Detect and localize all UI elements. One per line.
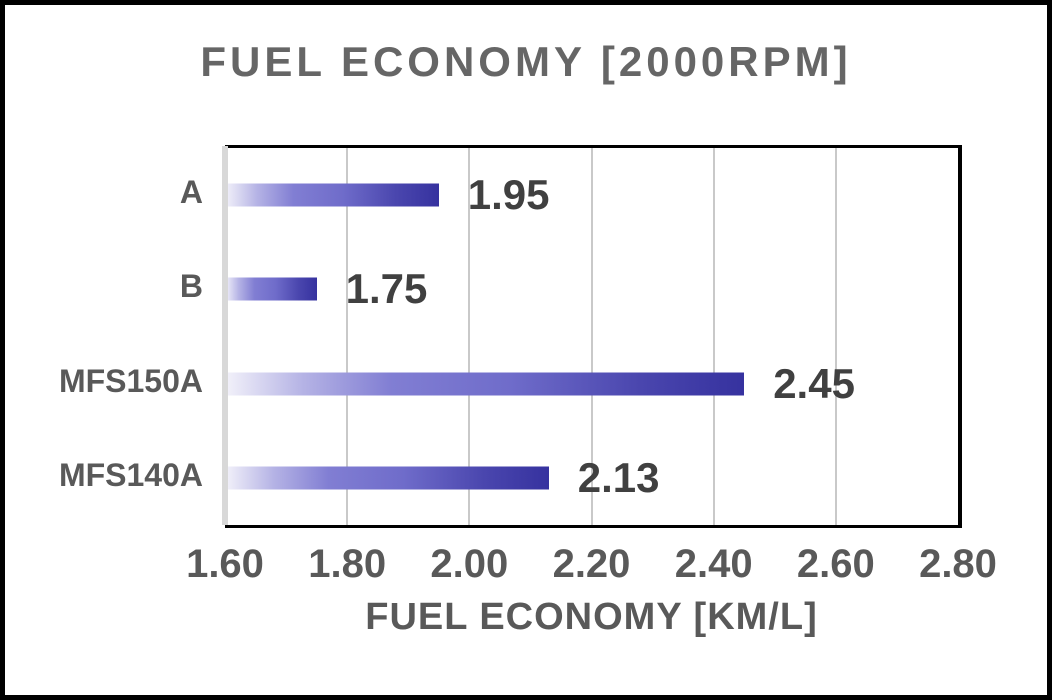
x-tick-label: 1.60 [186,542,264,586]
x-tick-label: 2.00 [430,542,509,586]
category-axis-labels: A B MFS150A MFS140A [5,145,203,522]
bar-mfs150a [225,372,745,396]
x-tick-label: 1.80 [308,542,387,586]
x-tick-label: 2.60 [796,542,875,586]
chart-title: FUEL ECONOMY [2000RPM] [200,38,852,85]
bar-b [225,277,317,301]
plot-area: 1.95 1.75 2.45 2.13 [222,145,962,528]
category-label-mfs140a: MFS140A [58,456,203,493]
bar-a [225,183,439,207]
category-axis-line [222,146,228,525]
bar-mfs140a [225,466,549,490]
gridline [468,148,471,525]
value-label-mfs140a: 2.13 [577,453,660,501]
value-label-b: 1.75 [345,265,428,313]
category-label-mfs150a: MFS150A [58,362,203,399]
x-tick-label: 2.20 [552,542,631,586]
gridline [590,148,593,525]
x-tick-label: 2.40 [674,542,753,586]
category-label-b: B [179,268,203,305]
x-axis-title: FUEL ECONOMY [KM/L] [365,596,818,638]
category-label-a: A [179,174,203,211]
x-axis-tick-labels: 1.60 1.80 2.00 2.20 2.40 2.60 2.80 [186,542,997,590]
gridline [712,148,715,525]
gridline [834,148,837,525]
value-label-mfs150a: 2.45 [773,359,855,407]
x-tick-label: 2.80 [919,542,997,586]
gridline [346,148,349,525]
value-label-a: 1.95 [467,171,550,219]
